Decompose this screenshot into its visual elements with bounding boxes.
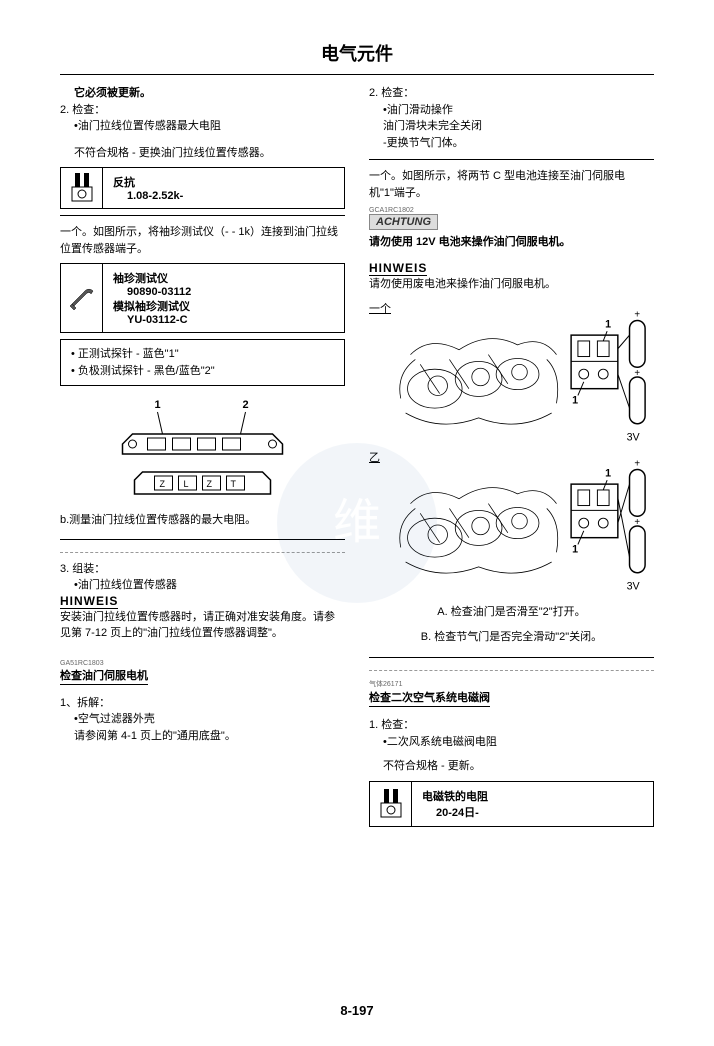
svg-text:1: 1 xyxy=(572,394,578,406)
r-divider xyxy=(369,159,654,160)
r-check2-b1: •油门滑动操作 xyxy=(369,102,654,119)
meter-icon-2 xyxy=(370,782,412,826)
svg-text:+: + xyxy=(635,368,641,379)
hinweis-text: 安装油门拉线位置传感器时，请正确对准安装角度。请参见第 7-12 页上的"油门拉… xyxy=(60,609,345,642)
assemble-bullet: •油门拉线位置传感器 xyxy=(60,577,345,594)
solenoid-spec-body: 电磁铁的电阻 20-24日- xyxy=(412,782,653,826)
solenoid-box-value: 20-24日- xyxy=(422,804,643,820)
svg-text:3V: 3V xyxy=(627,431,641,443)
r-check1-note: 不符合规格 - 更新。 xyxy=(369,758,654,775)
check2-bullet: •油门拉线位置传感器最大电阻 xyxy=(60,118,345,135)
r-hinweis-label: HINWEIS xyxy=(369,261,427,276)
divider xyxy=(60,215,345,216)
meter-icon xyxy=(61,168,103,208)
tester-title2: 模拟袖珍测试仪 xyxy=(113,298,334,314)
r-check2-b2: 油门滑块未完全关闭 xyxy=(369,118,654,135)
tester-code: 90890-03112 xyxy=(113,286,334,298)
probe-pos: • 正测试探针 - 蓝色"1" xyxy=(71,346,334,363)
engine-diagram-a: 1 1 + + 3V xyxy=(391,304,654,449)
svg-text:+: + xyxy=(635,459,641,470)
probe-box: • 正测试探针 - 蓝色"1" • 负极测试探针 - 黑色/蓝色"2" xyxy=(60,339,345,386)
resist-spec-body: 反抗 1.08-2.52k- xyxy=(103,168,344,208)
r-step-a: 一个。如图所示，将两节 C 型电池连接至油门伺服电机"1"端子。 xyxy=(369,168,654,201)
check2-note: 不符合规格 - 更换油门拉线位置传感器。 xyxy=(60,145,345,162)
step-b: b.测量油门拉线位置传感器的最大电阻。 xyxy=(60,512,345,529)
achtung-text: 请勿使用 12V 电池来操作油门伺服电机。 xyxy=(369,234,654,251)
caption-a: A. 检查油门是否滑至"2"打开。 xyxy=(369,604,654,621)
tester-spec-box: 袖珍测试仪 90890-03112 模拟袖珍测试仪 YU-03112-C xyxy=(60,263,345,333)
content-area: 它必须被更新。 2. 检查： •油门拉线位置传感器最大电阻 不符合规格 - 更换… xyxy=(0,85,714,833)
diagram-b-label: 乙 xyxy=(369,449,391,465)
r-ref2: 气体26171 xyxy=(369,679,654,689)
update-note: 它必须被更新。 xyxy=(60,85,345,102)
caption-b: B. 检查节气门是否完全滑动"2"关闭。 xyxy=(369,629,654,646)
svg-text:1: 1 xyxy=(605,467,611,479)
engine-diagram-b: 1 1 + + 3V xyxy=(391,453,654,598)
assemble-label: 3. 组装： xyxy=(60,561,345,578)
disassemble-bullet: •空气过滤器外壳 xyxy=(60,711,345,728)
divider2 xyxy=(60,539,345,540)
hinweis-label: HINWEIS xyxy=(60,594,118,609)
right-column: 2. 检查： •油门滑动操作 油门滑块未完全关闭 -更换节气门体。 一个。如图所… xyxy=(357,85,654,833)
r-sep xyxy=(369,670,654,671)
sep1 xyxy=(60,552,345,553)
wrench-icon xyxy=(61,264,103,332)
connector-diagram: 1 2 Z L Z T xyxy=(60,394,345,504)
disassemble-ref: 请参阅第 4-1 页上的"通用底盘"。 xyxy=(60,728,345,745)
disassemble-label: 1、拆解： xyxy=(60,695,345,712)
resist-title: 反抗 xyxy=(113,174,334,190)
solenoid-box-title: 电磁铁的电阻 xyxy=(422,788,643,804)
svg-text:2: 2 xyxy=(243,399,249,411)
tester-spec-body: 袖珍测试仪 90890-03112 模拟袖珍测试仪 YU-03112-C xyxy=(103,264,344,332)
r-hinweis-text: 请勿使用废电池来操作油门伺服电机。 xyxy=(369,276,654,293)
ref-code-1: GA51RC1803 xyxy=(60,660,345,667)
step-a: 一个。如图所示，将袖珍测试仪（- - 1k）连接到油门拉线位置传感器端子。 xyxy=(60,224,345,257)
title-underline xyxy=(60,74,654,75)
svg-text:1: 1 xyxy=(605,318,611,330)
r-ref1: GCA1RC1802 xyxy=(369,207,654,214)
r-check1-label: 1. 检查： xyxy=(369,717,654,734)
page-title: 电气元件 xyxy=(0,0,714,74)
resist-value: 1.08-2.52k- xyxy=(113,190,334,202)
svg-text:Z: Z xyxy=(160,479,166,489)
check2-label: 2. 检查： xyxy=(60,102,345,119)
r-check2-label: 2. 检查： xyxy=(369,85,654,102)
svg-text:L: L xyxy=(184,479,189,489)
tester-code2: YU-03112-C xyxy=(113,314,334,326)
r-divider2 xyxy=(369,657,654,658)
svg-text:T: T xyxy=(231,479,237,489)
tester-title: 袖珍测试仪 xyxy=(113,270,334,286)
svg-text:1: 1 xyxy=(155,399,161,411)
svg-text:3V: 3V xyxy=(627,580,641,592)
r-check1-bullet: •二次风系统电磁阀电阻 xyxy=(369,734,654,751)
svg-text:Z: Z xyxy=(207,479,213,489)
achtung-label: ACHTUNG xyxy=(369,214,438,230)
solenoid-title: 检查二次空气系统电磁阀 xyxy=(369,689,490,707)
page-number: 8-197 xyxy=(0,1003,714,1018)
servo-section-title: 检查油门伺服电机 xyxy=(60,667,148,685)
diagram-a-label: 一个 xyxy=(369,300,391,316)
resist-spec-box: 反抗 1.08-2.52k- xyxy=(60,167,345,209)
solenoid-spec-box: 电磁铁的电阻 20-24日- xyxy=(369,781,654,827)
svg-text:1: 1 xyxy=(572,543,578,555)
r-check2-b3: -更换节气门体。 xyxy=(369,135,654,152)
left-column: 它必须被更新。 2. 检查： •油门拉线位置传感器最大电阻 不符合规格 - 更换… xyxy=(60,85,357,833)
svg-text:+: + xyxy=(635,310,641,321)
probe-neg: • 负极测试探针 - 黑色/蓝色"2" xyxy=(71,363,334,380)
svg-text:+: + xyxy=(635,517,641,528)
